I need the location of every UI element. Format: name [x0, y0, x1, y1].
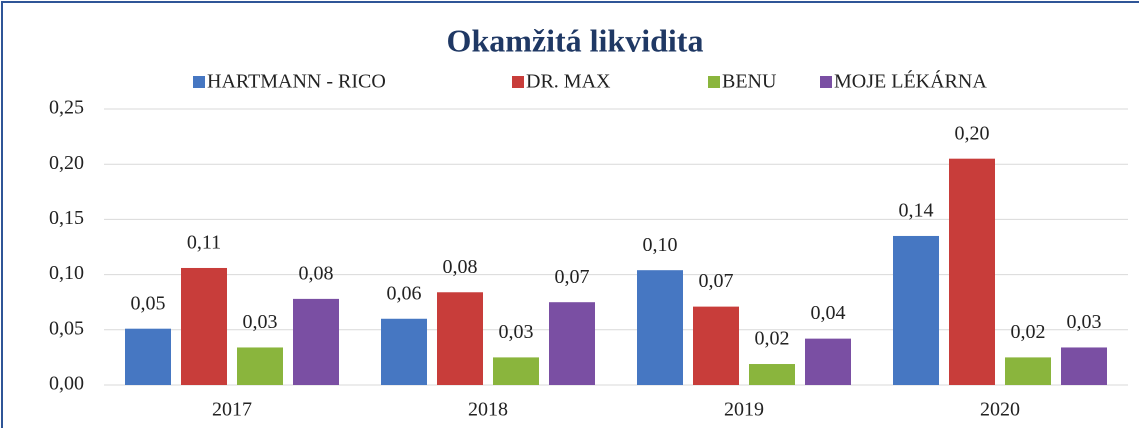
bar — [949, 158, 995, 385]
bar — [293, 298, 339, 385]
data-label: 0,11 — [187, 232, 221, 254]
data-label: 0,10 — [643, 234, 678, 256]
bar — [381, 318, 427, 385]
legend-label: DR. MAX — [526, 71, 611, 93]
y-tick-label: 0,00 — [49, 373, 84, 395]
data-label: 0,06 — [387, 282, 422, 304]
x-tick-label: 2018 — [468, 399, 508, 421]
y-tick-label: 0,05 — [49, 317, 84, 339]
bar — [693, 306, 739, 385]
bar — [493, 357, 539, 385]
legend-swatch — [193, 76, 205, 88]
bar — [805, 338, 851, 385]
x-tick-label: 2019 — [724, 399, 764, 421]
bar — [237, 347, 283, 385]
y-tick-label: 0,25 — [49, 97, 84, 119]
legend-label: MOJE LÉKÁRNA — [834, 70, 987, 93]
bar — [1005, 357, 1051, 385]
data-label: 0,05 — [131, 292, 166, 314]
bar — [181, 267, 227, 385]
data-label: 0,02 — [1011, 321, 1046, 343]
bar — [125, 328, 171, 385]
data-label: 0,03 — [243, 311, 278, 333]
y-tick-label: 0,10 — [49, 262, 84, 284]
data-label: 0,03 — [499, 321, 534, 343]
y-tick-label: 0,15 — [49, 207, 84, 229]
legend-swatch — [512, 76, 524, 88]
data-label: 0,20 — [955, 122, 990, 144]
legend-label: HARTMANN - RICO — [207, 71, 386, 93]
bar — [549, 302, 595, 385]
data-label: 0,04 — [811, 302, 846, 324]
x-tick-label: 2017 — [212, 399, 252, 421]
bar — [749, 364, 795, 385]
bar — [437, 292, 483, 385]
legend-swatch — [820, 76, 832, 88]
legend-swatch — [708, 76, 720, 88]
legend-label: BENU — [722, 71, 777, 93]
bar — [1061, 347, 1107, 385]
x-tick-label: 2020 — [980, 399, 1020, 421]
data-label: 0,08 — [443, 256, 478, 278]
chart-title: Okamžitá likvidita — [447, 22, 704, 58]
data-label: 0,02 — [755, 328, 790, 350]
data-label: 0,08 — [299, 262, 334, 284]
data-label: 0,14 — [899, 200, 934, 222]
data-label: 0,07 — [555, 266, 590, 288]
bar — [637, 270, 683, 385]
data-label: 0,03 — [1067, 311, 1102, 333]
y-tick-label: 0,20 — [49, 152, 84, 174]
bar — [893, 235, 939, 385]
data-label: 0,07 — [699, 270, 734, 292]
